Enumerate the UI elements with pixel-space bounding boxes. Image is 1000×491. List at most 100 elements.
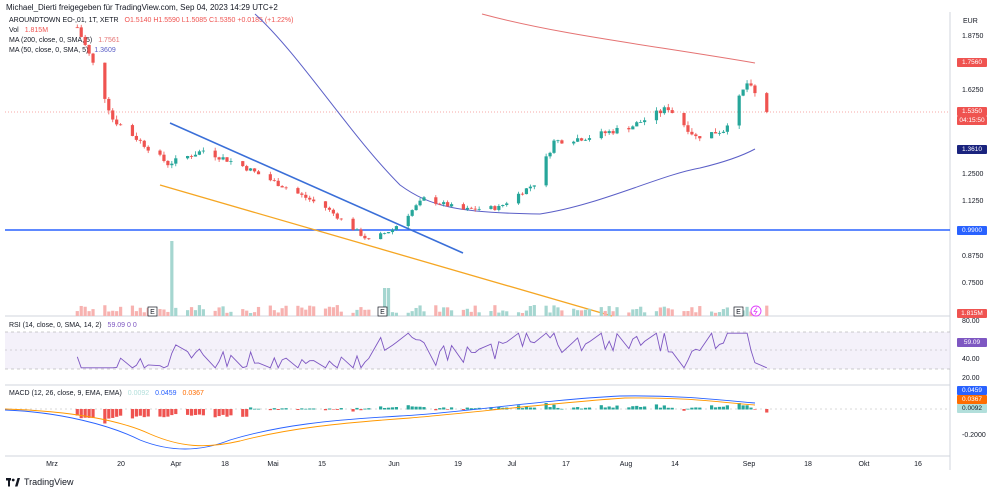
candle-body[interactable] xyxy=(158,150,162,155)
candle-body[interactable] xyxy=(745,83,749,90)
candle-body[interactable] xyxy=(386,232,391,234)
candle-body[interactable] xyxy=(422,197,426,201)
dividend-marker-icon[interactable] xyxy=(750,305,762,317)
candle-body[interactable] xyxy=(713,132,718,134)
candle-body[interactable] xyxy=(737,95,741,126)
volume-legend[interactable]: Vol 1.815M xyxy=(9,27,48,34)
tradingview-branding[interactable]: TradingView xyxy=(6,477,74,487)
candle-body[interactable] xyxy=(379,233,383,240)
candle-body[interactable] xyxy=(170,163,174,166)
candle-body[interactable] xyxy=(201,150,205,152)
candle-body[interactable] xyxy=(414,205,418,211)
candle-body[interactable] xyxy=(615,127,619,134)
candle-body[interactable] xyxy=(331,209,335,214)
candle-body[interactable] xyxy=(501,204,505,206)
macd-line[interactable] xyxy=(4,395,756,450)
candle-body[interactable] xyxy=(296,188,300,194)
candle-body[interactable] xyxy=(710,132,714,139)
candle-body[interactable] xyxy=(654,110,659,121)
candle-body[interactable] xyxy=(556,140,560,142)
candle-body[interactable] xyxy=(221,157,225,160)
candle-body[interactable] xyxy=(465,207,469,210)
ma50-legend[interactable]: MA (50, close, 0, SMA, 5) 1.3609 xyxy=(9,47,116,54)
candle-body[interactable] xyxy=(367,238,371,240)
candle-body[interactable] xyxy=(686,125,690,132)
candle-body[interactable] xyxy=(670,110,674,114)
candle-body[interactable] xyxy=(473,208,477,210)
candle-body[interactable] xyxy=(166,160,170,166)
ma50-line[interactable] xyxy=(254,13,756,215)
candle-body[interactable] xyxy=(323,201,328,208)
candle-body[interactable] xyxy=(245,166,249,171)
candle-body[interactable] xyxy=(489,206,493,209)
candle-body[interactable] xyxy=(308,197,312,200)
candle-body[interactable] xyxy=(87,44,91,54)
candle-body[interactable] xyxy=(79,27,83,37)
candle-body[interactable] xyxy=(111,110,115,120)
candle-body[interactable] xyxy=(91,53,95,63)
candle-body[interactable] xyxy=(682,113,686,126)
candle-body[interactable] xyxy=(583,139,588,141)
candle-body[interactable] xyxy=(449,204,454,207)
candle-body[interactable] xyxy=(327,207,332,210)
candle-body[interactable] xyxy=(666,107,670,111)
candle-body[interactable] xyxy=(225,157,229,162)
candle-body[interactable] xyxy=(134,135,138,140)
candle-body[interactable] xyxy=(410,210,414,216)
candle-body[interactable] xyxy=(520,193,525,195)
candle-body[interactable] xyxy=(185,156,190,159)
candle-body[interactable] xyxy=(461,204,465,210)
candlestick-series[interactable] xyxy=(75,24,769,240)
candle-body[interactable] xyxy=(256,171,261,175)
candle-body[interactable] xyxy=(442,202,446,205)
candle-body[interactable] xyxy=(142,140,146,147)
candle-body[interactable] xyxy=(434,197,438,204)
candle-body[interactable] xyxy=(528,186,532,189)
candle-body[interactable] xyxy=(351,218,355,230)
candle-body[interactable] xyxy=(765,93,769,112)
macd-signal-line[interactable] xyxy=(4,397,756,447)
candle-body[interactable] xyxy=(505,203,509,205)
candle-body[interactable] xyxy=(193,154,198,157)
candle-body[interactable] xyxy=(339,218,343,220)
candle-body[interactable] xyxy=(717,132,722,134)
candle-body[interactable] xyxy=(115,119,119,125)
candle-body[interactable] xyxy=(359,229,363,236)
candle-body[interactable] xyxy=(477,208,481,210)
candle-body[interactable] xyxy=(335,213,339,219)
candle-body[interactable] xyxy=(103,62,107,99)
earnings-marker[interactable]: E xyxy=(147,306,158,317)
candle-body[interactable] xyxy=(382,233,387,235)
candle-body[interactable] xyxy=(312,199,316,202)
candle-body[interactable] xyxy=(516,193,521,204)
earnings-marker[interactable]: E xyxy=(377,306,388,317)
rsi-legend[interactable]: RSI (14, close, 0, SMA, 14, 2) 59.09 0 0 xyxy=(9,322,137,329)
support-trendline[interactable] xyxy=(159,184,613,317)
candle-body[interactable] xyxy=(418,200,422,206)
candle-body[interactable] xyxy=(753,85,757,94)
candle-body[interactable] xyxy=(130,125,135,136)
candle-body[interactable] xyxy=(741,89,745,96)
earnings-marker[interactable]: E xyxy=(733,306,744,317)
candle-body[interactable] xyxy=(607,131,611,134)
candle-body[interactable] xyxy=(635,122,639,127)
candle-body[interactable] xyxy=(524,188,529,195)
candle-body[interactable] xyxy=(572,141,576,144)
candle-body[interactable] xyxy=(406,215,410,227)
candle-body[interactable] xyxy=(694,134,698,137)
candle-body[interactable] xyxy=(268,174,272,181)
candle-body[interactable] xyxy=(579,138,584,141)
candle-body[interactable] xyxy=(162,154,166,161)
candle-body[interactable] xyxy=(300,193,304,195)
candle-body[interactable] xyxy=(304,194,308,198)
resistance-trendline[interactable] xyxy=(169,122,464,254)
candle-body[interactable] xyxy=(493,206,497,210)
candle-body[interactable] xyxy=(390,229,395,233)
candle-body[interactable] xyxy=(552,140,556,153)
candle-body[interactable] xyxy=(174,158,178,164)
candle-body[interactable] xyxy=(272,180,276,182)
candle-body[interactable] xyxy=(197,151,202,155)
candle-body[interactable] xyxy=(276,180,280,187)
candle-body[interactable] xyxy=(229,161,233,162)
